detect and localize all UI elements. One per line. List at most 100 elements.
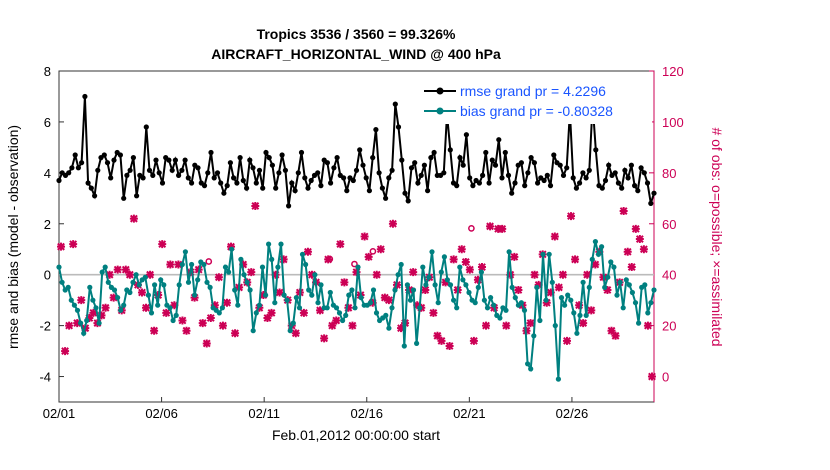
possible-count-marker xyxy=(369,247,377,255)
rmse-point xyxy=(486,180,492,186)
rmse-point xyxy=(544,172,550,178)
rmse-point xyxy=(395,124,402,130)
rmse-point xyxy=(66,170,72,176)
possible-count-marker xyxy=(468,225,475,232)
rmse-point xyxy=(428,155,434,161)
rmse-point xyxy=(240,177,246,184)
bias-point xyxy=(195,277,201,283)
bias-point xyxy=(386,325,392,331)
bias-point xyxy=(152,282,158,288)
bias-point xyxy=(346,292,352,298)
bias-point xyxy=(278,241,284,247)
rmse-point xyxy=(421,162,427,168)
bias-point xyxy=(219,305,225,311)
assimilated-count-marker xyxy=(635,235,644,244)
rmse-point xyxy=(221,190,227,196)
bias-point xyxy=(352,305,358,311)
rmse-point xyxy=(253,180,259,186)
rmse-point xyxy=(570,175,576,181)
bias-point xyxy=(620,305,626,311)
bias-point xyxy=(207,284,213,290)
rmse-point xyxy=(512,180,518,186)
possible-count-marker xyxy=(351,260,358,268)
bias-point xyxy=(503,307,509,313)
assimilated-count-marker xyxy=(129,214,138,223)
bias-point xyxy=(263,292,269,298)
rmse-point xyxy=(150,172,156,178)
x-tick-label: 02/01 xyxy=(43,406,76,421)
assimilated-count-marker xyxy=(146,270,155,279)
assimilated-count-marker xyxy=(158,240,167,249)
assimilated-count-marker xyxy=(486,222,495,231)
bias-point xyxy=(136,282,142,288)
rmse-point xyxy=(72,152,78,158)
assimilated-count-marker xyxy=(498,224,507,233)
rmse-point xyxy=(489,157,495,163)
bias-point xyxy=(441,254,447,260)
assimilated-count-marker xyxy=(162,308,171,317)
assimilated-count-marker xyxy=(332,316,341,325)
assimilated-count-marker xyxy=(562,336,571,345)
bias-point xyxy=(568,297,574,303)
assimilated-count-marker xyxy=(328,321,337,330)
assimilated-count-marker xyxy=(643,321,652,330)
rmse-point xyxy=(121,195,127,201)
bias-point xyxy=(478,269,484,275)
rmse-point xyxy=(201,183,208,189)
bias-point xyxy=(531,333,537,339)
bias-point xyxy=(417,305,423,311)
assimilated-count-marker xyxy=(554,283,563,292)
assimilated-count-marker xyxy=(247,268,256,277)
rmse-point xyxy=(586,167,592,173)
bias-point xyxy=(275,264,281,270)
rmse-point xyxy=(244,185,250,191)
bias-point xyxy=(481,297,487,303)
y-axis-left: -4 -2 0 2 4 6 8 xyxy=(39,64,64,385)
bias-point xyxy=(238,256,244,262)
bias-point xyxy=(589,256,595,262)
rmse-point xyxy=(247,157,253,163)
bias-point xyxy=(367,300,373,306)
bias-series-line xyxy=(58,241,655,380)
y-tick-label: 0 xyxy=(44,268,51,283)
rmse-point xyxy=(295,170,301,176)
rmse-point xyxy=(124,172,130,178)
rmse-point xyxy=(85,180,91,186)
assimilated-count-marker xyxy=(546,288,555,297)
rmse-point xyxy=(344,188,350,194)
assimilated-count-marker xyxy=(571,255,580,264)
assimilated-count-marker xyxy=(514,285,523,294)
rmse-point xyxy=(502,149,508,156)
assimilated-count-marker xyxy=(409,268,418,277)
assimilated-count-marker xyxy=(73,319,82,328)
legend-rmse-swatch-marker xyxy=(436,87,444,95)
assimilated-count-marker xyxy=(57,242,66,251)
rmse-point xyxy=(211,175,217,181)
rmse-point xyxy=(415,180,421,186)
assimilated-count-marker xyxy=(550,232,559,241)
bias-point xyxy=(651,287,657,293)
assimilated-count-marker xyxy=(607,326,616,335)
bias-point xyxy=(306,287,312,293)
rmse-point xyxy=(522,183,528,189)
assimilated-count-marker xyxy=(125,270,134,279)
bias-point xyxy=(189,261,195,268)
rmse-point xyxy=(111,157,117,163)
rmse-point xyxy=(143,124,149,130)
rmse-point xyxy=(509,190,515,196)
rmse-point xyxy=(606,162,612,168)
assimilated-count-marker xyxy=(61,347,70,356)
bias-point xyxy=(71,302,77,308)
y-right-tick-label: 0 xyxy=(662,370,669,385)
bias-point xyxy=(583,312,589,318)
bias-point xyxy=(192,292,198,298)
assimilated-count-marker xyxy=(150,326,159,335)
rmse-point xyxy=(641,170,647,176)
rmse-point xyxy=(425,188,431,194)
rmse-point xyxy=(95,167,101,173)
bias-point xyxy=(518,300,525,306)
bias-point xyxy=(266,241,272,247)
assimilated-count-marker xyxy=(530,270,539,279)
rmse-point xyxy=(583,175,589,181)
assimilated-count-marker xyxy=(473,275,482,284)
